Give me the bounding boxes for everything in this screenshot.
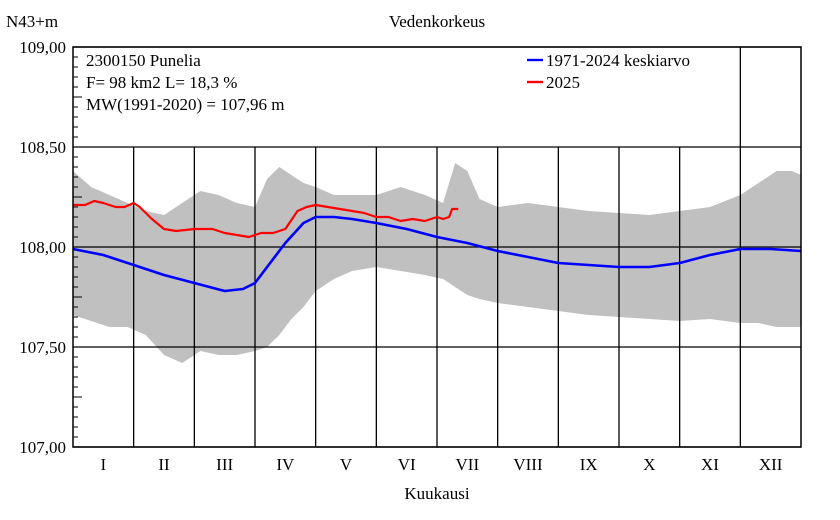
y-tick-label: 108,50 <box>19 138 66 157</box>
y-tick-label: 109,00 <box>19 38 66 57</box>
y-tick-label: 107,50 <box>19 338 66 357</box>
chart-title: Vedenkorkeus <box>389 12 485 31</box>
mean-series-line <box>72 215 802 293</box>
month-label: III <box>216 455 233 474</box>
month-label: V <box>340 455 353 474</box>
y-tick-label: 107,00 <box>19 438 66 457</box>
legend-label: 2025 <box>546 73 580 92</box>
y-axis-unit: N43+m <box>6 12 58 31</box>
month-label: I <box>100 455 106 474</box>
month-label: VI <box>398 455 416 474</box>
plot-frame <box>72 46 802 448</box>
month-label: X <box>643 455 655 474</box>
month-label: VII <box>456 455 480 474</box>
year-2025-series-line <box>73 199 459 239</box>
month-label: IX <box>580 455 598 474</box>
station-info-line: MW(1991-2020) = 107,96 m <box>86 95 284 114</box>
month-label: XI <box>701 455 719 474</box>
month-label: XII <box>759 455 783 474</box>
legend-label: 1971-2024 keskiarvo <box>546 51 690 70</box>
y-tick-label: 108,00 <box>19 238 66 257</box>
station-info-line: F= 98 km2 L= 18,3 % <box>86 73 237 92</box>
x-axis-label: Kuukausi <box>404 484 469 503</box>
month-label: IV <box>276 455 295 474</box>
station-info-line: 2300150 Punelia <box>86 51 201 70</box>
month-label: VIII <box>513 455 543 474</box>
month-label: II <box>158 455 170 474</box>
